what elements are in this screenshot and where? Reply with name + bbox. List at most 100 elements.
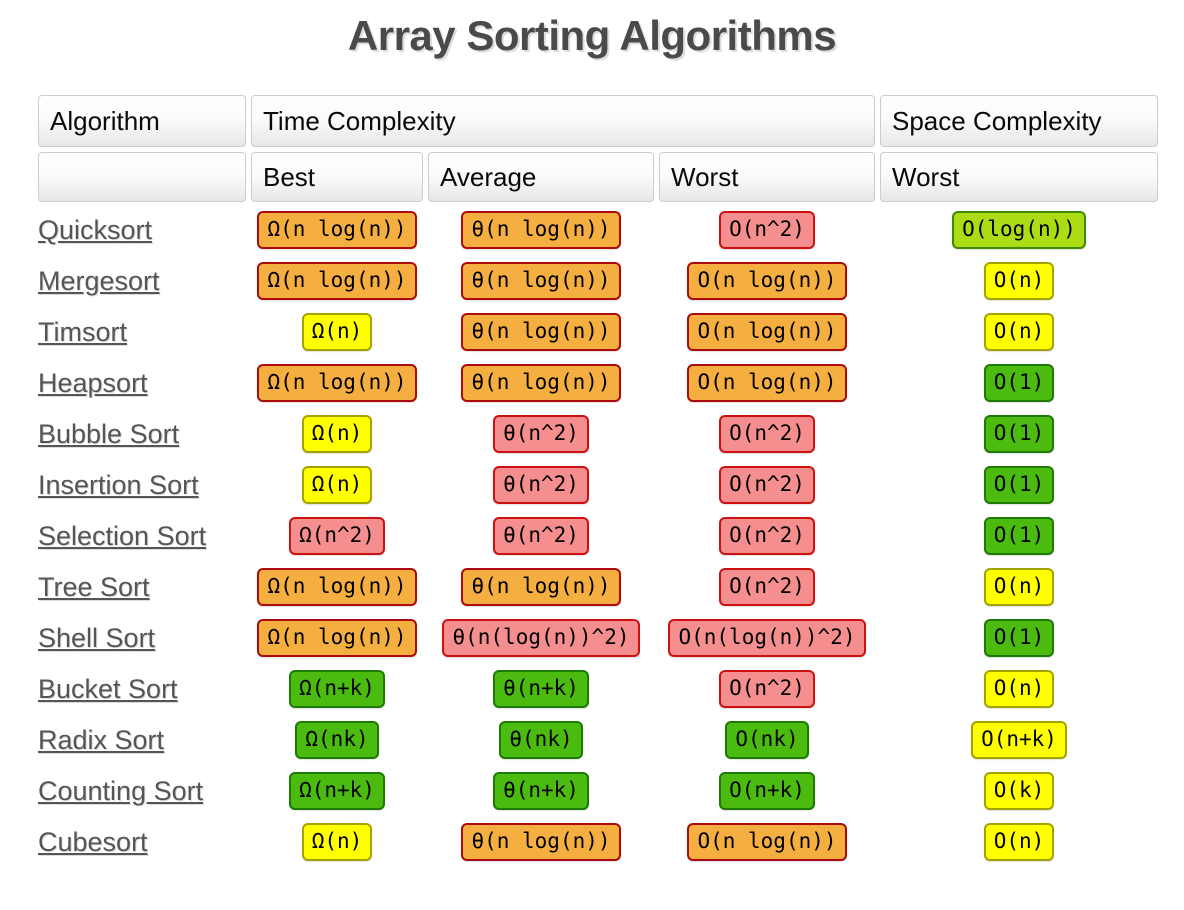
table-row: Bubble Sort Ω(n) θ(n^2) O(n^2) O(1) xyxy=(38,411,1158,457)
header-row-cases: Best Average Worst Worst xyxy=(38,152,1158,202)
best-cell: Ω(n log(n)) xyxy=(251,207,423,253)
worst-cell: O(n^2) xyxy=(659,666,875,712)
complexity-badge: O(n^2) xyxy=(719,211,815,249)
complexity-badge: O(n log(n)) xyxy=(687,262,847,300)
worst-cell: O(n^2) xyxy=(659,462,875,508)
space-cell: O(n) xyxy=(880,819,1158,865)
space-cell: O(k) xyxy=(880,768,1158,814)
average-cell: θ(n^2) xyxy=(428,462,654,508)
complexity-badge: θ(n log(n)) xyxy=(461,823,621,861)
algorithm-cell: Bucket Sort xyxy=(38,666,246,712)
complexity-badge: Ω(n log(n)) xyxy=(257,211,417,249)
space-cell: O(1) xyxy=(880,462,1158,508)
algorithm-cell: Quicksort xyxy=(38,207,246,253)
complexity-badge: θ(n+k) xyxy=(493,772,589,810)
complexity-badge: Ω(n log(n)) xyxy=(257,568,417,606)
page-title: Array Sorting Algorithms xyxy=(347,12,837,59)
algorithm-link[interactable]: Bucket Sort xyxy=(38,673,178,704)
complexity-badge: Ω(n) xyxy=(301,313,373,351)
complexity-badge: O(n log(n)) xyxy=(687,313,847,351)
complexity-badge: O(n) xyxy=(983,823,1055,861)
average-cell: θ(n log(n)) xyxy=(428,207,654,253)
algorithm-link[interactable]: Mergesort xyxy=(38,265,160,296)
best-cell: Ω(n) xyxy=(251,819,423,865)
space-cell: O(log(n)) xyxy=(880,207,1158,253)
complexity-badge: Ω(n log(n)) xyxy=(257,619,417,657)
complexity-badge: θ(n log(n)) xyxy=(461,211,621,249)
average-cell: θ(n log(n)) xyxy=(428,564,654,610)
algorithm-link[interactable]: Counting Sort xyxy=(38,775,204,806)
complexity-badge: O(n+k) xyxy=(971,721,1067,759)
algorithm-link[interactable]: Quicksort xyxy=(38,214,153,245)
complexity-badge: O(n log(n)) xyxy=(687,823,847,861)
space-cell: O(n) xyxy=(880,258,1158,304)
space-cell: O(1) xyxy=(880,411,1158,457)
complexity-badge: O(k) xyxy=(983,772,1055,810)
algorithm-cell: Counting Sort xyxy=(38,768,246,814)
algorithm-link[interactable]: Cubesort xyxy=(38,826,148,857)
best-cell: Ω(n+k) xyxy=(251,666,423,712)
average-cell: θ(n log(n)) xyxy=(428,309,654,355)
complexity-badge: O(n(log(n))^2) xyxy=(668,619,866,657)
algorithm-link[interactable]: Bubble Sort xyxy=(38,418,180,449)
table-row: Bucket Sort Ω(n+k) θ(n+k) O(n^2) O(n) xyxy=(38,666,1158,712)
complexity-badge: O(n) xyxy=(983,262,1055,300)
complexity-badge: θ(n+k) xyxy=(493,670,589,708)
space-cell: O(1) xyxy=(880,360,1158,406)
header-space-complexity: Space Complexity xyxy=(880,95,1158,147)
algorithm-cell: Selection Sort xyxy=(38,513,246,559)
space-cell: O(n+k) xyxy=(880,717,1158,763)
best-cell: Ω(n) xyxy=(251,462,423,508)
complexity-badge: O(n^2) xyxy=(719,568,815,606)
table-row: Counting Sort Ω(n+k) θ(n+k) O(n+k) O(k) xyxy=(38,768,1158,814)
complexity-badge: O(n) xyxy=(983,313,1055,351)
complexity-badge: θ(n^2) xyxy=(493,466,589,504)
worst-cell: O(n+k) xyxy=(659,768,875,814)
algorithm-link[interactable]: Timsort xyxy=(38,316,127,347)
complexity-badge: θ(n log(n)) xyxy=(461,262,621,300)
best-cell: Ω(n log(n)) xyxy=(251,258,423,304)
complexity-badge: Ω(n^2) xyxy=(289,517,385,555)
algorithm-cell: Mergesort xyxy=(38,258,246,304)
average-cell: θ(n log(n)) xyxy=(428,258,654,304)
best-cell: Ω(n) xyxy=(251,411,423,457)
header-best: Best xyxy=(251,152,423,202)
complexity-badge: θ(n^2) xyxy=(493,517,589,555)
worst-cell: O(n^2) xyxy=(659,411,875,457)
header-average: Average xyxy=(428,152,654,202)
algorithm-link[interactable]: Radix Sort xyxy=(38,724,165,755)
algorithm-cell: Radix Sort xyxy=(38,717,246,763)
algorithm-cell: Shell Sort xyxy=(38,615,246,661)
algorithm-cell: Bubble Sort xyxy=(38,411,246,457)
complexity-badge: O(nk) xyxy=(725,721,809,759)
complexity-badge: θ(n log(n)) xyxy=(461,568,621,606)
complexity-badge: θ(n^2) xyxy=(493,415,589,453)
algorithm-link[interactable]: Shell Sort xyxy=(38,622,156,653)
algorithm-link[interactable]: Tree Sort xyxy=(38,571,150,602)
algorithm-link[interactable]: Selection Sort xyxy=(38,520,207,551)
header-empty xyxy=(38,152,246,202)
table-row: Timsort Ω(n) θ(n log(n)) O(n log(n)) O(n) xyxy=(38,309,1158,355)
algorithm-link[interactable]: Insertion Sort xyxy=(38,469,199,500)
algorithm-cell: Heapsort xyxy=(38,360,246,406)
space-cell: O(n) xyxy=(880,666,1158,712)
complexity-badge: O(n log(n)) xyxy=(687,364,847,402)
best-cell: Ω(n log(n)) xyxy=(251,564,423,610)
algorithm-link[interactable]: Heapsort xyxy=(38,367,148,398)
complexity-badge: Ω(n) xyxy=(301,823,373,861)
header-worst-space: Worst xyxy=(880,152,1158,202)
complexity-badge: O(n^2) xyxy=(719,415,815,453)
average-cell: θ(n(log(n))^2) xyxy=(428,615,654,661)
complexity-badge: θ(nk) xyxy=(499,721,583,759)
average-cell: θ(n+k) xyxy=(428,666,654,712)
table-row: Cubesort Ω(n) θ(n log(n)) O(n log(n)) O(n) xyxy=(38,819,1158,865)
complexity-badge: θ(n log(n)) xyxy=(461,364,621,402)
worst-cell: O(n^2) xyxy=(659,207,875,253)
average-cell: θ(n log(n)) xyxy=(428,360,654,406)
complexity-badge: O(1) xyxy=(983,619,1055,657)
complexity-badge: θ(n(log(n))^2) xyxy=(442,619,640,657)
algorithm-cell: Cubesort xyxy=(38,819,246,865)
complexity-badge: Ω(n) xyxy=(301,466,373,504)
table-row: Shell Sort Ω(n log(n)) θ(n(log(n))^2) O(n(l… xyxy=(38,615,1158,661)
algorithm-cell: Timsort xyxy=(38,309,246,355)
